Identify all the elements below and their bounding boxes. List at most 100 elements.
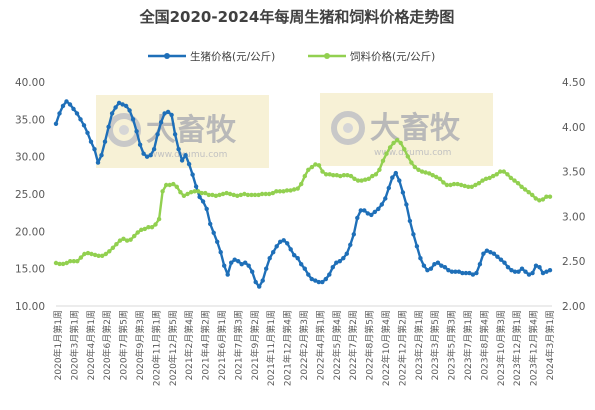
pig-price-point xyxy=(285,241,290,246)
feed-price-point xyxy=(146,225,151,230)
pig-price-point xyxy=(274,244,279,249)
pig-price-point xyxy=(141,151,146,156)
feed-price-point xyxy=(128,237,133,242)
legend-marker-feed xyxy=(324,53,330,59)
feed-price-point xyxy=(107,249,112,254)
x-tick-label: 2022年4月第1周 xyxy=(314,310,326,380)
x-tick-label: 2023年8月第4周 xyxy=(478,310,490,380)
y-left-tick-label: 10.00 xyxy=(15,301,45,313)
pig-price-point xyxy=(176,147,181,152)
pig-price-point xyxy=(470,272,476,277)
feed-price-point xyxy=(515,181,521,186)
x-tick-label: 2023年12月第1周 xyxy=(511,310,523,386)
pig-price-point xyxy=(183,153,188,158)
feed-price-point xyxy=(448,182,453,188)
x-tick-label: 2021年6月第1周 xyxy=(216,310,228,380)
pig-price-point xyxy=(95,160,101,165)
x-tick-label: 2021年4月第2周 xyxy=(200,310,212,380)
pig-price-point xyxy=(134,129,139,134)
feed-price-point xyxy=(110,245,116,250)
y-left-tick-label: 25.00 xyxy=(15,189,45,201)
feed-price-point xyxy=(238,192,243,198)
feed-price-point xyxy=(334,173,339,178)
pig-price-point xyxy=(460,270,465,276)
x-tick-label: 2020年4月第1周 xyxy=(85,310,97,380)
pig-price-point xyxy=(330,265,335,270)
pig-price-point xyxy=(348,242,353,247)
x-tick-label: 2020年6月第2周 xyxy=(101,310,113,380)
watermark-right-logo-dot xyxy=(343,123,353,133)
x-tick-label: 2020年1月第1周 xyxy=(52,310,64,380)
pig-price-point xyxy=(102,139,108,144)
x-tick-label: 2023年10月第3周 xyxy=(495,310,507,386)
feed-price-point xyxy=(405,154,410,159)
pig-price-point xyxy=(414,244,420,249)
feed-price-point xyxy=(185,191,190,197)
feed-price-point xyxy=(135,230,140,235)
feed-price-point xyxy=(192,189,197,194)
pig-price-point xyxy=(292,253,297,258)
feed-price-point xyxy=(501,169,506,174)
legend: 生猪价格(元/公斤) 饲料价格(元/公斤) xyxy=(148,50,435,63)
feed-price-point xyxy=(380,158,386,163)
feed-price-point xyxy=(274,189,279,194)
pig-price-point xyxy=(362,208,367,213)
pig-price-point xyxy=(271,250,276,255)
feed-price-point xyxy=(153,222,158,227)
pig-price-point xyxy=(169,112,174,118)
feed-price-point xyxy=(462,183,467,189)
feed-price-point xyxy=(345,173,350,178)
feed-price-point xyxy=(522,187,528,192)
feed-price-point xyxy=(533,196,538,201)
feed-price-point xyxy=(519,184,524,189)
x-tick-label: 2021年7月第3周 xyxy=(232,310,244,380)
pig-price-point xyxy=(435,260,441,265)
feed-price-point xyxy=(242,191,247,197)
pig-price-point xyxy=(267,256,272,261)
x-tick-label: 2020年7月第5周 xyxy=(118,310,130,380)
x-tick-label: 2023年12月第4周 xyxy=(528,310,540,386)
feed-price-point xyxy=(235,193,240,198)
pig-price-point xyxy=(113,105,118,110)
feed-price-point xyxy=(313,162,318,167)
pig-price-point xyxy=(99,153,104,158)
pig-price-point xyxy=(491,251,497,256)
pig-price-point xyxy=(439,263,444,268)
pig-price-point xyxy=(365,211,370,216)
pig-price-point xyxy=(127,108,132,113)
x-tick-label: 2022年5月第4周 xyxy=(331,310,343,380)
pig-price-point xyxy=(463,270,469,276)
pig-price-point xyxy=(151,147,157,152)
feed-price-point xyxy=(89,251,94,257)
pig-price-point xyxy=(243,260,248,265)
feed-price-point xyxy=(132,233,137,239)
pig-price-point xyxy=(222,263,227,268)
feed-price-point xyxy=(284,188,290,193)
feed-price-point xyxy=(57,261,62,267)
feed-price-point xyxy=(114,242,119,247)
pig-price-point xyxy=(225,272,230,277)
feed-price-point xyxy=(227,191,233,197)
pig-price-point xyxy=(204,206,209,212)
x-tick-label: 2022年2月第3周 xyxy=(298,310,310,380)
feed-price-point xyxy=(196,189,201,194)
pig-price-point xyxy=(211,230,216,235)
pig-price-point xyxy=(250,269,255,274)
feed-price-point xyxy=(352,176,357,181)
feed-price-point xyxy=(302,173,307,179)
feed-price-point xyxy=(124,238,130,243)
feed-price-point xyxy=(281,189,286,194)
feed-price-point xyxy=(327,172,332,177)
feed-price-point xyxy=(71,259,77,264)
feed-price-point xyxy=(483,176,489,181)
pig-price-point xyxy=(88,139,94,144)
x-tick-label: 2022年12月第2周 xyxy=(396,310,408,386)
pig-price-point xyxy=(106,124,111,129)
pig-price-point xyxy=(309,276,314,282)
feed-price-point xyxy=(160,189,165,194)
x-tick-label: 2020年3月第1周 xyxy=(68,310,80,380)
x-tick-label: 2023年3月第5周 xyxy=(429,310,441,380)
pig-price-point xyxy=(236,259,241,264)
feed-price-point xyxy=(220,191,226,197)
feed-price-point xyxy=(288,188,293,193)
